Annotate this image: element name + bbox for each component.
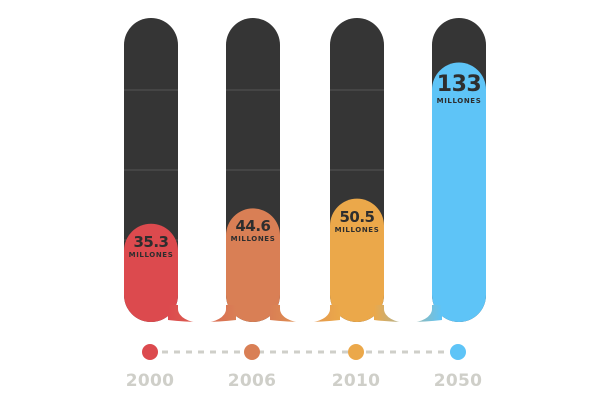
bar-2000 [124, 223, 178, 322]
timeline-dot-2000 [142, 344, 158, 360]
connector-notch-1 [280, 249, 330, 323]
timeline-dot-2010 [348, 344, 364, 360]
year-label-2006: 2006 [227, 371, 277, 391]
timeline-dot-2006 [244, 344, 260, 360]
bar-value-label-2010: 50.5 [339, 207, 375, 226]
bar-2010 [330, 198, 384, 322]
connector-notch-2 [384, 249, 432, 323]
bar-2006 [226, 208, 280, 322]
bar-unit-label-2010: MILLONES [334, 225, 380, 234]
bar-unit-label-2000: MILLONES [128, 250, 174, 259]
bar-2050 [432, 62, 486, 323]
year-label-2050: 2050 [433, 371, 483, 391]
bar-value-label-2000: 35.3 [133, 232, 169, 251]
year-label-2000: 2000 [125, 371, 175, 391]
bar-value-label-2050: 133 [436, 71, 482, 97]
timeline-dot-2050 [450, 344, 466, 360]
bar-unit-label-2006: MILLONES [230, 235, 276, 244]
bar-value-label-2006: 44.6 [235, 217, 271, 236]
bar-unit-label-2050: MILLONES [436, 96, 482, 105]
connector-notch-0 [178, 249, 226, 323]
year-label-2010: 2010 [331, 371, 381, 391]
